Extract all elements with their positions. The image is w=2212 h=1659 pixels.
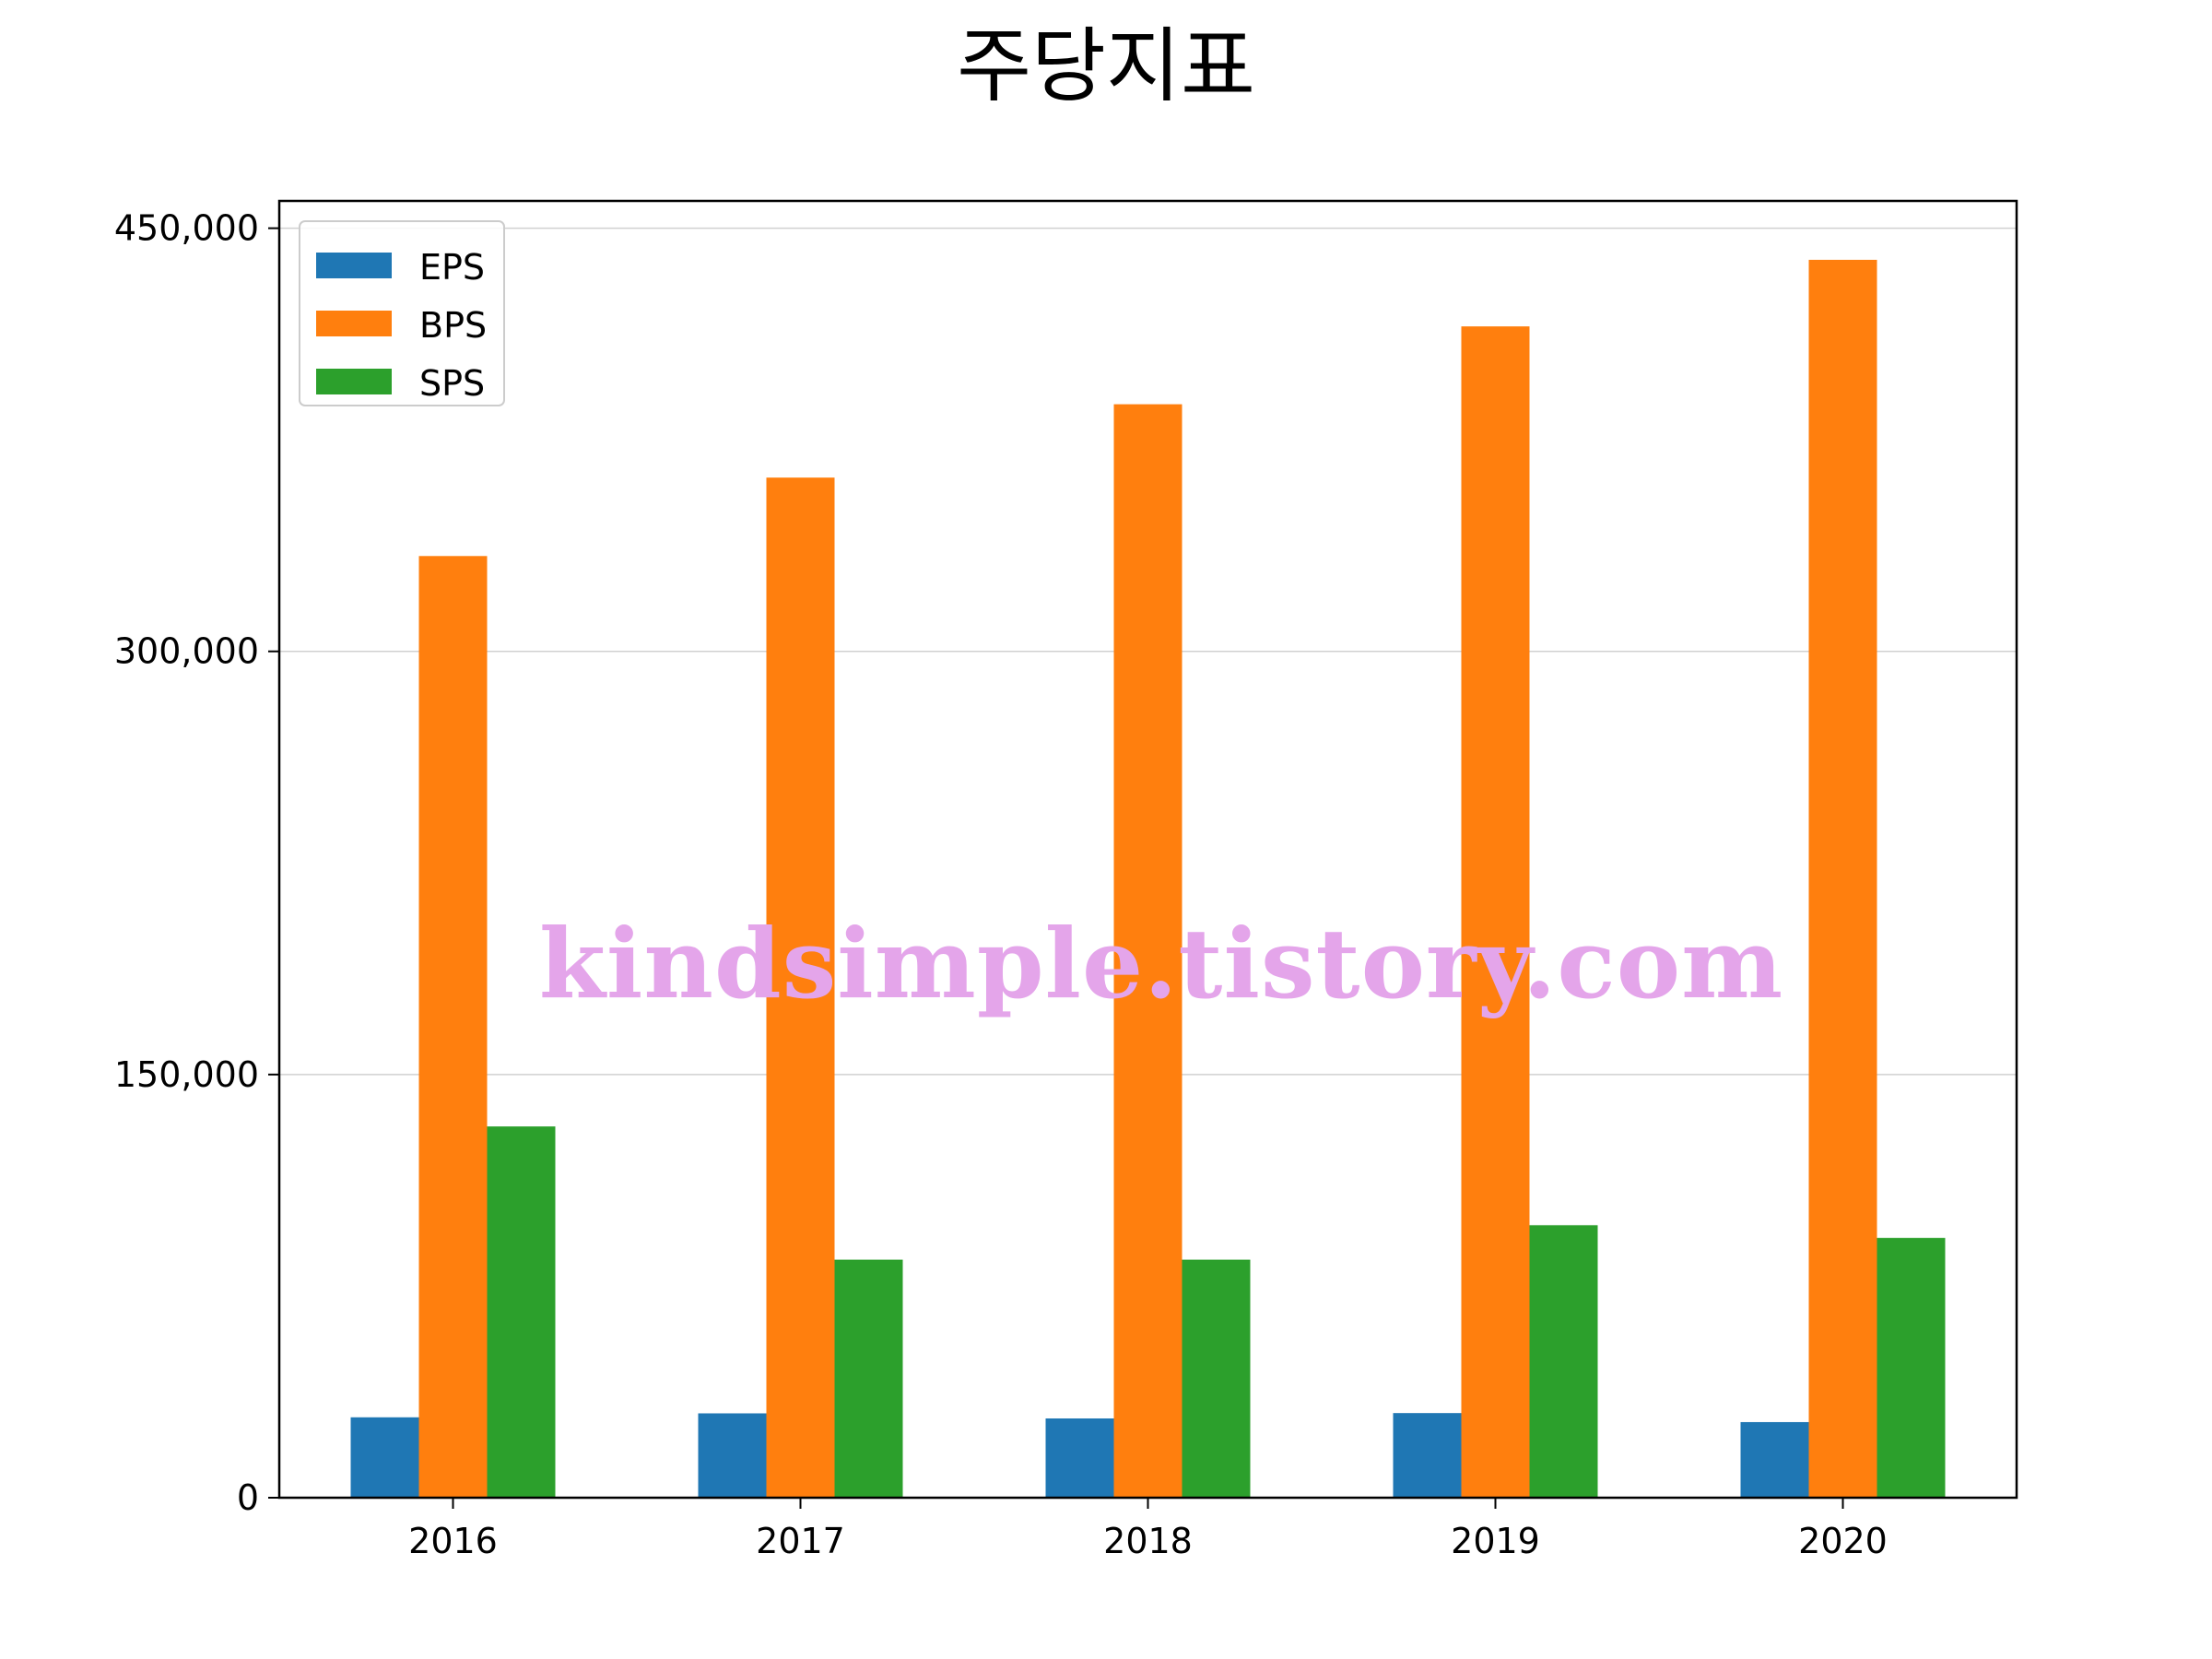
bar-bps-2018 [1113,404,1182,1499]
x-tick-label: 2020 [1798,1521,1888,1561]
watermark: kindsimple.tistory.com [539,907,1783,1020]
bar-eps-2018 [1045,1418,1114,1498]
chart-title: 주당지표 [957,18,1255,113]
bar-sps-2019 [1529,1225,1598,1498]
legend-swatch-sps [316,369,392,394]
bar-bps-2019 [1461,326,1530,1498]
legend-label-eps: EPS [419,247,485,288]
x-tick-label: 2016 [408,1521,498,1561]
axes: 0 150,000 300,000 450,000 2016 2017 2018 2019 20… [114,199,2018,1561]
legend: EPS BPS SPS [299,220,505,406]
bar-eps-2016 [350,1417,419,1498]
bar-eps-2017 [698,1413,767,1498]
y-tick-label: 0 [237,1477,259,1518]
y-tick-label: 300,000 [114,631,259,672]
bar-sps-2020 [1877,1238,1946,1498]
bar-bps-2017 [766,477,835,1499]
bar-bps-2020 [1808,259,1877,1499]
bar-bps-2016 [418,556,488,1498]
bars [350,259,1946,1499]
x-tick-label: 2019 [1451,1521,1540,1561]
legend-swatch-eps [316,253,392,278]
bar-eps-2019 [1393,1413,1462,1498]
bar-sps-2018 [1182,1259,1251,1498]
x-tick-label: 2018 [1103,1521,1193,1561]
legend-label-bps: BPS [419,305,487,346]
bar-eps-2020 [1740,1421,1809,1498]
bar-sps-2016 [487,1126,556,1498]
y-tick-label: 450,000 [114,208,259,249]
bar-sps-2017 [834,1259,903,1498]
x-tick-label: 2017 [756,1521,845,1561]
legend-label-sps: SPS [419,363,485,404]
legend-swatch-bps [316,311,392,336]
y-tick-label: 150,000 [114,1054,259,1095]
